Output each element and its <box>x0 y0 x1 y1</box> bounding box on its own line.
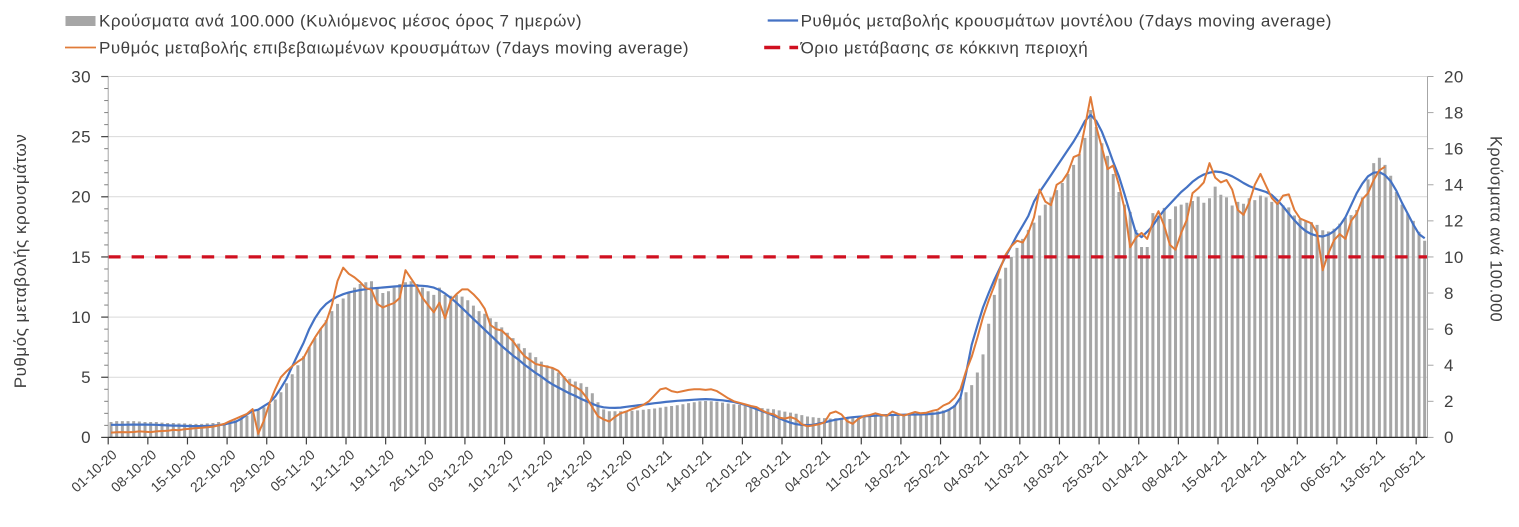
svg-text:5: 5 <box>81 368 91 387</box>
svg-text:6: 6 <box>1444 320 1454 339</box>
svg-text:Όριο μετάβασης σε κόκκινη περι: Όριο μετάβασης σε κόκκινη περιοχή <box>800 39 1089 58</box>
svg-text:10: 10 <box>1444 248 1464 267</box>
svg-text:12: 12 <box>1444 212 1464 231</box>
svg-text:Ρυθμός μεταβολής κρουσμάτων: Ρυθμός μεταβολής κρουσμάτων <box>11 134 30 389</box>
svg-text:14: 14 <box>1444 176 1464 195</box>
svg-text:0: 0 <box>1444 428 1454 447</box>
svg-text:Κρούσματα ανά 100.000: Κρούσματα ανά 100.000 <box>1487 136 1505 322</box>
svg-text:8: 8 <box>1444 284 1454 303</box>
svg-text:2: 2 <box>1444 392 1454 411</box>
svg-text:30: 30 <box>71 67 91 86</box>
svg-text:Ρυθμός μεταβολής κρουσμάτων μο: Ρυθμός μεταβολής κρουσμάτων μοντέλου (7d… <box>801 12 1332 31</box>
svg-text:20: 20 <box>71 188 91 207</box>
svg-text:16: 16 <box>1444 140 1464 159</box>
svg-text:10: 10 <box>71 308 91 327</box>
svg-text:15: 15 <box>71 248 91 267</box>
svg-text:Ρυθμός μεταβολής επιβεβαιωμένω: Ρυθμός μεταβολής επιβεβαιωμένων κρουσμάτ… <box>99 39 689 58</box>
svg-text:20: 20 <box>1444 67 1464 86</box>
svg-text:Κρούσματα ανά 100.000 (Κυλιόμ: Κρούσματα ανά 100.000 (Κυλιόμενος μέσος … <box>99 12 582 31</box>
svg-text:0: 0 <box>81 428 91 447</box>
svg-text:4: 4 <box>1444 356 1454 375</box>
svg-text:18: 18 <box>1444 103 1464 122</box>
svg-text:25: 25 <box>71 127 91 146</box>
